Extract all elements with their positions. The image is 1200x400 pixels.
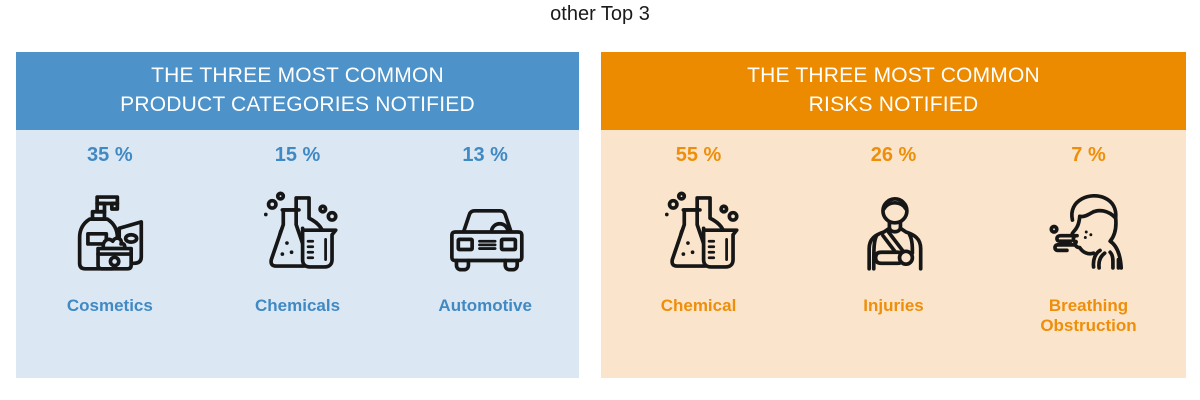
stat-percent: 13 % xyxy=(462,144,508,166)
stat-injuries: 26 % Injuries xyxy=(796,130,991,378)
stat-percent: 55 % xyxy=(675,144,722,166)
stat-percent: 7 % xyxy=(1071,144,1106,166)
stat-chemical-risk: 55 % xyxy=(601,130,796,378)
chemicals-flask-icon xyxy=(664,191,739,269)
chemicals-flask-icon xyxy=(263,191,338,269)
stat-label: Chemicals xyxy=(254,296,341,315)
risks-body: 55 % xyxy=(601,130,1186,378)
stat-label: Breathing Obstruction xyxy=(1040,296,1137,336)
header-line-1: THE THREE MOST COMMON xyxy=(151,64,444,88)
coughing-person-icon xyxy=(1048,194,1123,270)
stat-automotive: 13 % Automotive xyxy=(391,130,579,378)
header-line-2: PRODUCT CATEGORIES NOTIFIED xyxy=(120,93,475,116)
stat-breathing-obstruction: 7 % xyxy=(991,130,1186,378)
stat-percent: 26 % xyxy=(870,144,917,166)
product-categories-header: THE THREE MOST COMMON PRODUCT CATEGORIES… xyxy=(16,52,579,130)
stat-percent: 35 % xyxy=(87,144,133,166)
stat-cosmetics: 35 % xyxy=(16,130,204,378)
stat-chemicals: 15 % xyxy=(204,130,392,378)
stat-label: Cosmetics xyxy=(66,296,153,315)
arm-sling-icon xyxy=(866,197,923,271)
stat-percent: 15 % xyxy=(274,144,321,166)
header-line-1: THE THREE MOST COMMON xyxy=(747,64,1040,88)
stat-label: Injuries xyxy=(863,296,924,315)
car-icon xyxy=(450,209,524,272)
infographic-title: other Top 3 xyxy=(550,3,650,25)
risks-header: THE THREE MOST COMMON RISKS NOTIFIED xyxy=(601,52,1186,130)
stat-label: Chemical xyxy=(660,296,737,315)
stat-label: Automotive xyxy=(438,296,532,315)
product-categories-panel: THE THREE MOST COMMON PRODUCT CATEGORIES… xyxy=(16,52,579,378)
product-categories-body: 35 % xyxy=(16,130,579,378)
cosmetics-icon xyxy=(77,195,143,271)
header-line-2: RISKS NOTIFIED xyxy=(808,93,979,116)
risks-panel: THE THREE MOST COMMON RISKS NOTIFIED 55 … xyxy=(601,52,1186,378)
